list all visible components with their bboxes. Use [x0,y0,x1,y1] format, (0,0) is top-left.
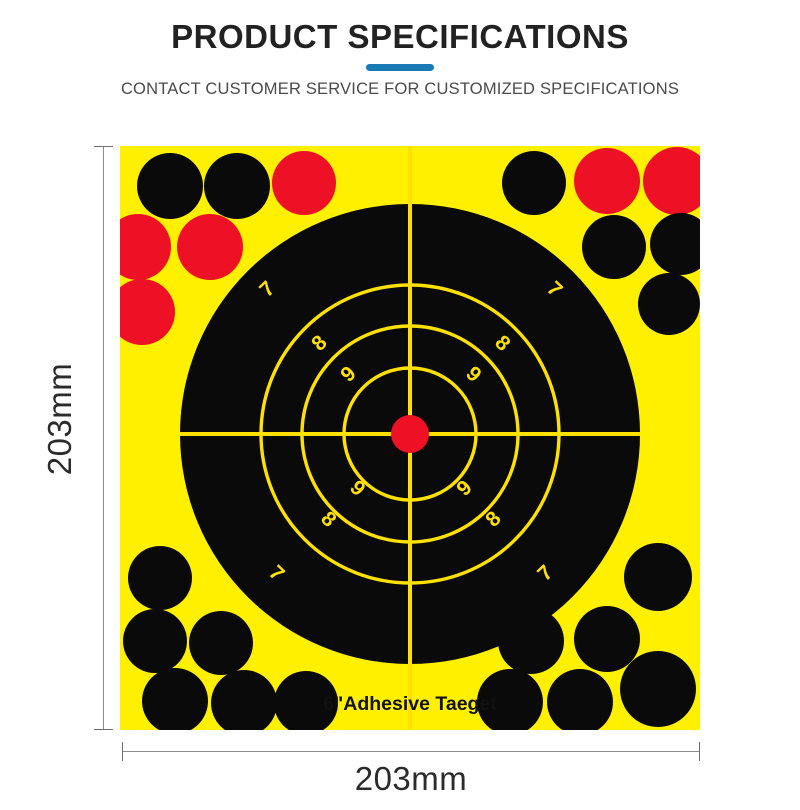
height-dimension-label: 203mm [41,362,78,476]
splatter-dot [177,214,243,280]
splatter-dot [574,148,640,214]
page-subtitle: CONTACT CUSTOMER SERVICE FOR CUSTOMIZED … [120,80,680,98]
target-caption: 6"Adhesive Taeget [323,693,497,715]
splatter-dot [620,651,696,727]
splatter-dot [123,609,187,673]
splatter-dot [120,214,171,280]
splatter-dot [120,279,175,345]
target-product-image: 7 8 9 7 8 9 7 8 9 7 8 9 6"Adhesive Taege… [120,146,700,730]
scoring-rings [259,283,561,585]
height-dimension-line [103,146,104,730]
splatter-dot [624,543,692,611]
ring-8 [300,324,520,544]
height-dimension-tick-bottom [94,729,113,730]
splatter-dot [547,669,613,730]
ring-7 [259,283,561,585]
splatter-dot [272,151,336,215]
splatter-dot [189,611,253,675]
splatter-cluster-top-right [502,147,700,335]
splatter-dot [204,153,270,219]
height-dimension-tick-top [94,146,113,147]
splatter-dot [211,670,277,730]
width-dimension-label: 203mm [354,760,468,797]
splatter-dot [128,546,192,610]
splatter-cluster-bottom-left [123,546,338,730]
ring-9 [342,366,478,502]
width-dimension-tick-right [699,742,700,761]
splatter-dot [137,153,203,219]
splatter-dot [274,671,338,730]
splatter-dot [502,151,566,215]
title-divider [366,64,434,71]
width-dimension-tick-left [122,742,123,761]
width-dimension-line [122,751,700,752]
splatter-dot [582,215,646,279]
splatter-dot [142,668,208,730]
target-graphic: 7 8 9 7 8 9 7 8 9 7 8 9 6"Adhesive Taege… [120,146,700,730]
splatter-cluster-top-left [120,151,336,345]
page-title: PRODUCT SPECIFICATIONS [171,18,629,55]
splatter-cluster-bottom-right [477,543,696,730]
splatter-dot [477,669,543,730]
bullseye-dot [391,415,429,453]
splatter-dot [574,606,640,672]
page-header: PRODUCT SPECIFICATIONS CONTACT CUSTOMER … [0,0,800,120]
splatter-dot [650,213,700,275]
splatter-dot [638,273,700,335]
splatter-dot [643,147,700,215]
